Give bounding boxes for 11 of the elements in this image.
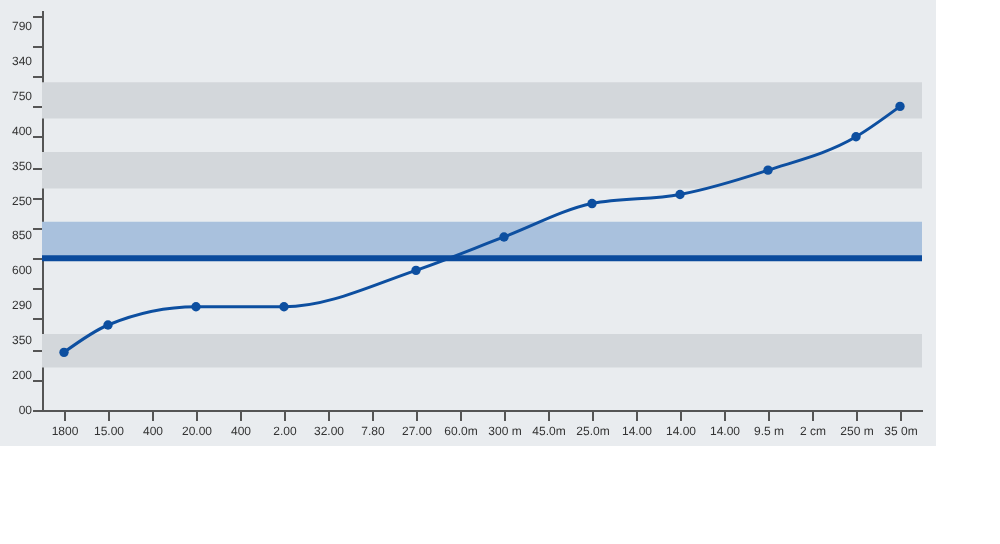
point [763, 165, 773, 175]
point [191, 302, 201, 312]
point [675, 189, 685, 200]
point [103, 320, 113, 330]
point [59, 347, 69, 357]
point [851, 132, 861, 142]
point [587, 198, 597, 209]
point [499, 232, 509, 242]
point [411, 265, 421, 276]
point [279, 302, 289, 312]
point [895, 101, 905, 112]
